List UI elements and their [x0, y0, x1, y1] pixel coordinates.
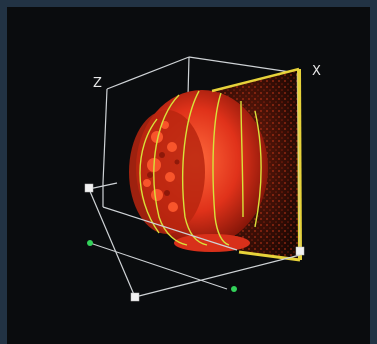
axis-label-z: Z — [93, 76, 102, 91]
volume-texture — [143, 121, 178, 212]
green-point-icon — [87, 240, 93, 246]
cube-handles[interactable] — [84, 183, 305, 302]
cube-handle-icon — [84, 183, 94, 193]
axis-label-x: X — [312, 64, 321, 79]
box-edge — [188, 56, 298, 74]
bounding-box-front — [88, 72, 301, 298]
volume-rendering[interactable] — [129, 90, 268, 252]
volume-bottom-ridge — [174, 234, 250, 252]
scene-svg — [84, 56, 305, 302]
box-edge — [106, 56, 190, 90]
cube-handle-icon — [130, 292, 140, 302]
cube-handle-icon — [295, 246, 305, 256]
3d-viewport[interactable]: Z X — [7, 7, 370, 344]
contour-lines — [139, 90, 262, 246]
box-edge — [102, 88, 108, 184]
green-point-icon — [231, 286, 237, 292]
green-points[interactable] — [87, 240, 237, 292]
volume-left-lobe — [129, 110, 205, 234]
